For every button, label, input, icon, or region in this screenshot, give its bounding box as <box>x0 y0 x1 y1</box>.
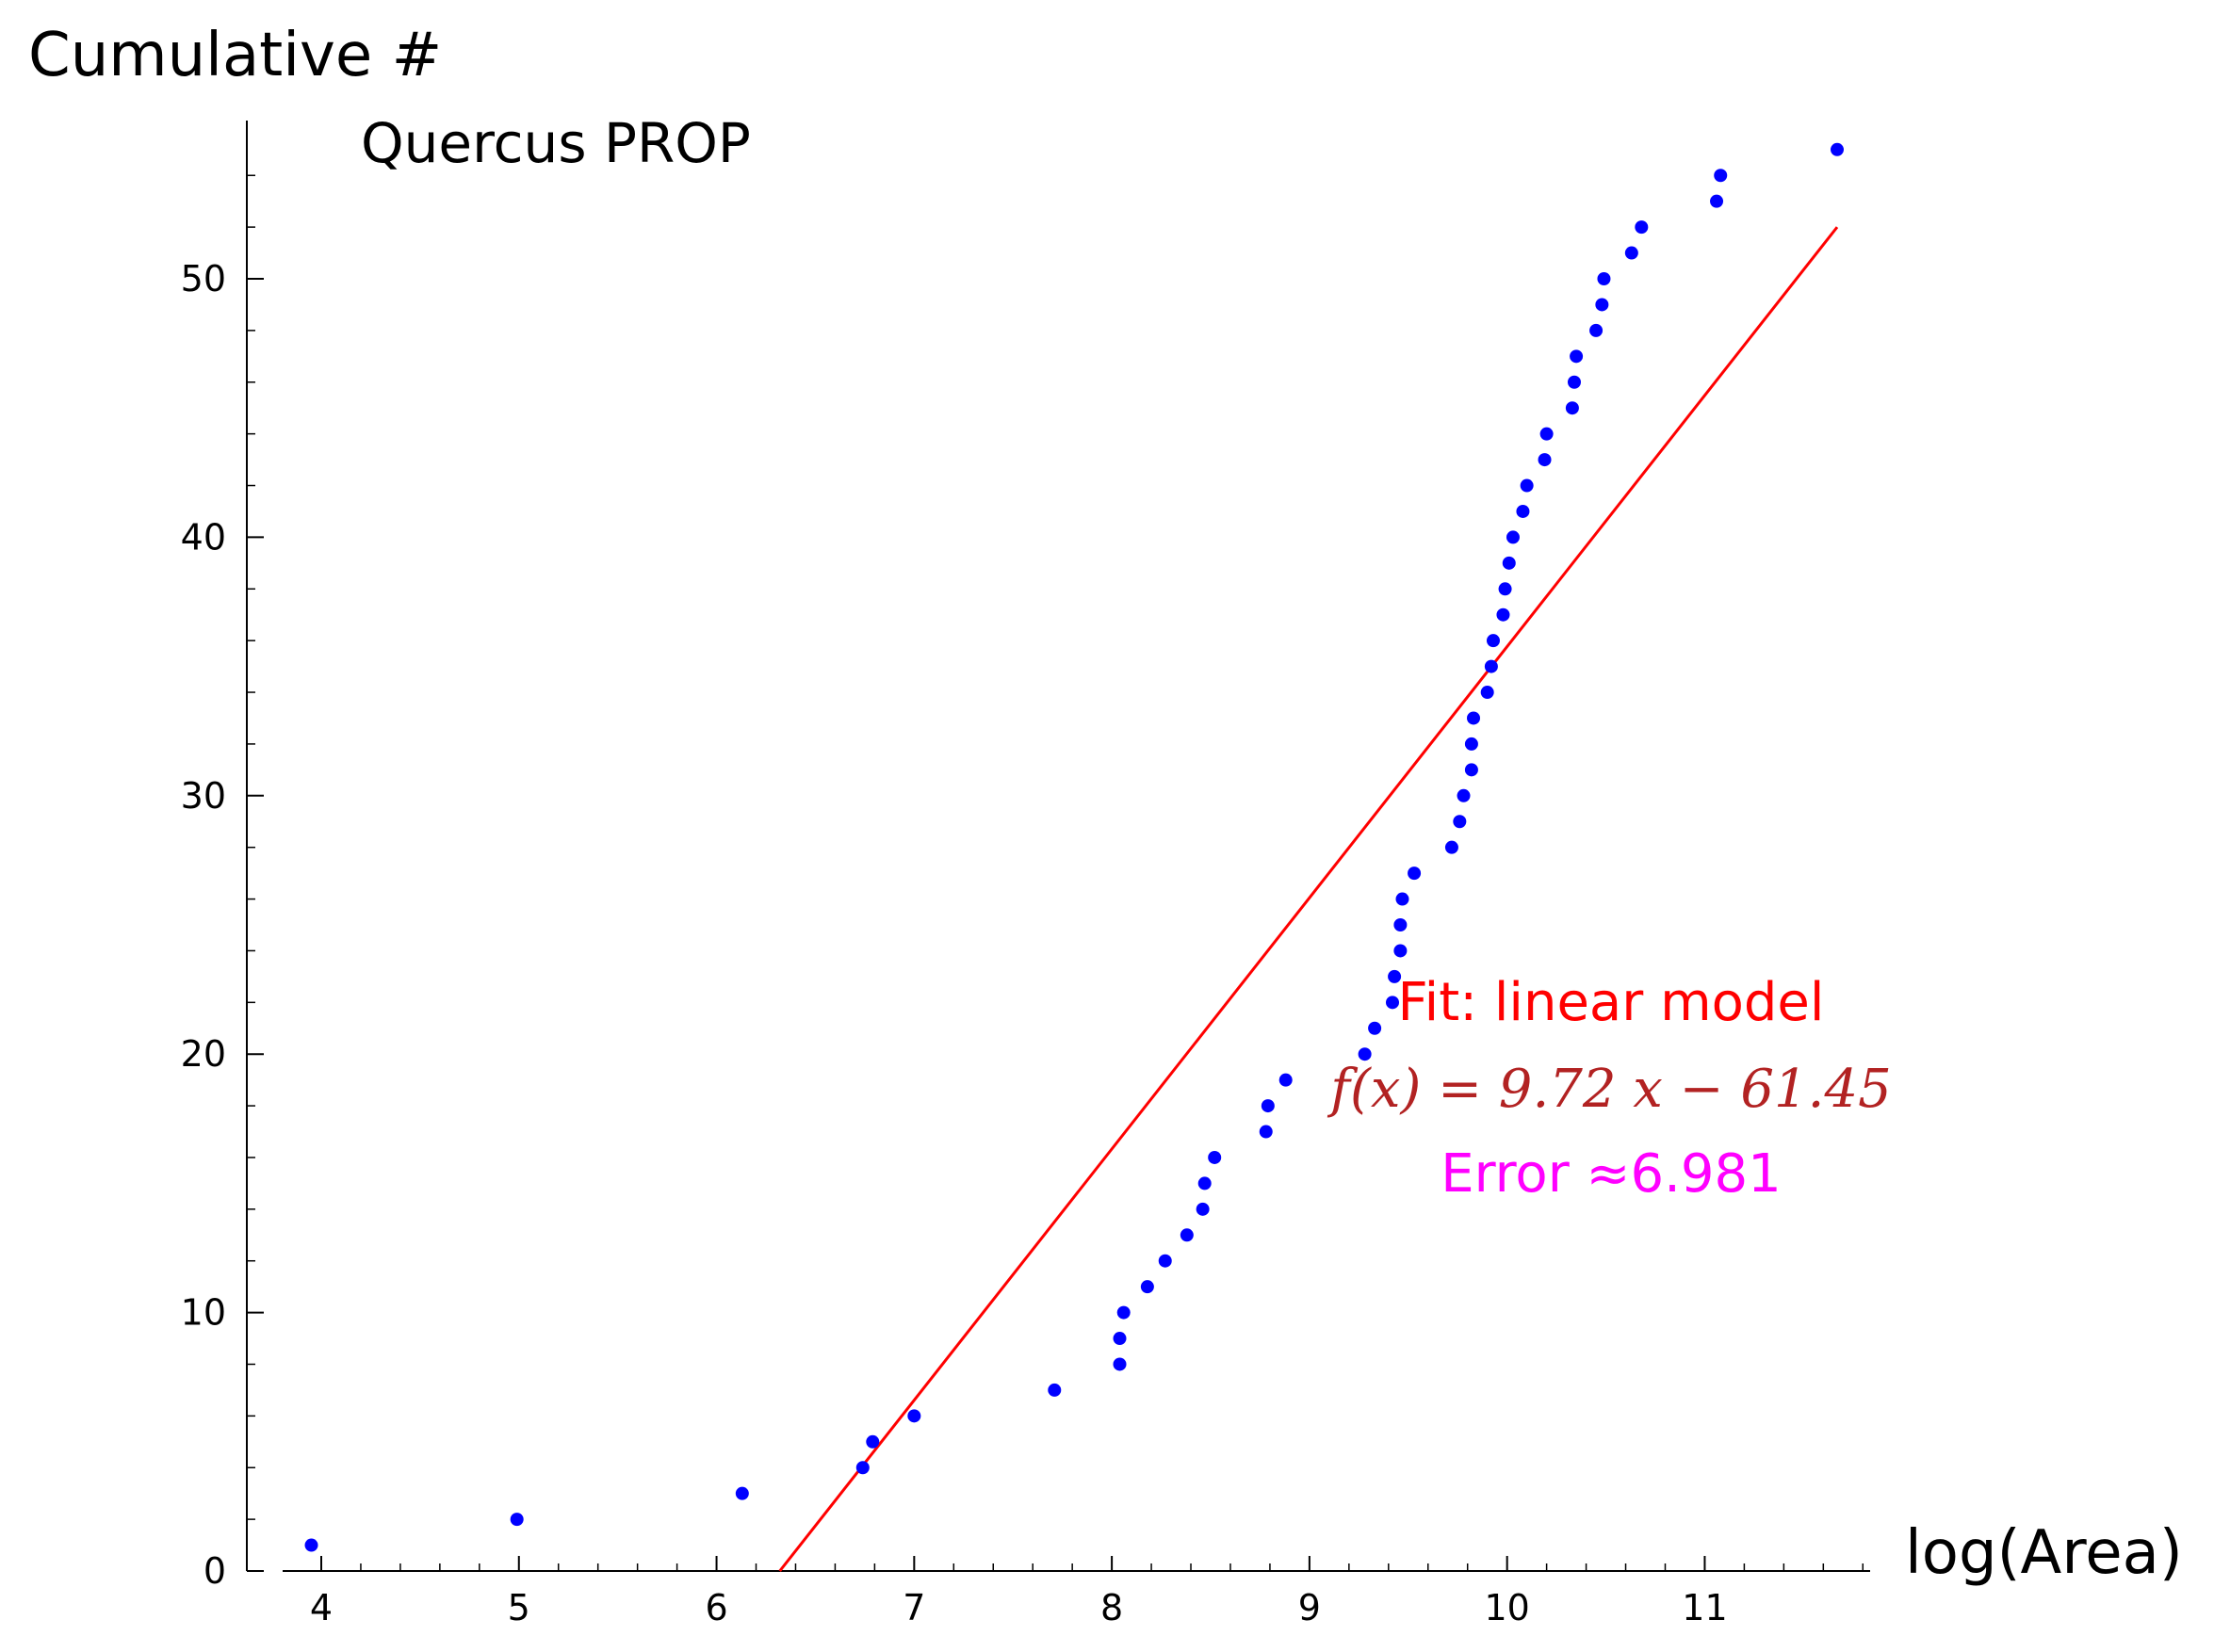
data-point <box>1565 401 1579 415</box>
data-point <box>1358 1047 1372 1061</box>
data-point <box>1467 711 1481 725</box>
x-tick-label: 7 <box>903 1587 925 1628</box>
data-point <box>1140 1280 1154 1294</box>
data-point <box>1196 1202 1210 1216</box>
x-tick-label: 9 <box>1298 1587 1321 1628</box>
data-point <box>1539 427 1554 441</box>
data-point <box>1567 375 1581 389</box>
data-point <box>1368 1021 1382 1035</box>
data-point <box>1385 996 1399 1010</box>
data-point <box>1635 220 1649 235</box>
axes: 4 5 6 7 8 9 10 11 0 10 20 30 40 50 <box>181 121 1870 1628</box>
y-tick-label: 30 <box>181 775 226 817</box>
fit-line <box>778 226 1839 1572</box>
data-point <box>1484 659 1498 673</box>
data-point <box>1158 1254 1172 1268</box>
data-point <box>1395 892 1409 906</box>
data-point <box>1116 1305 1131 1320</box>
data-point <box>1048 1383 1062 1397</box>
data-point <box>1453 815 1467 829</box>
data-point <box>1506 530 1520 544</box>
data-point <box>1208 1150 1222 1164</box>
data-point <box>1464 763 1478 777</box>
data-point <box>907 1409 921 1423</box>
data-point <box>1502 556 1516 570</box>
data-point <box>1113 1357 1127 1371</box>
y-tick-label: 50 <box>181 258 226 300</box>
data-point <box>1597 272 1611 285</box>
data-point <box>1444 840 1458 854</box>
data-point <box>1486 634 1500 648</box>
data-point <box>1388 969 1402 983</box>
x-tick-label: 5 <box>508 1587 530 1628</box>
data-point <box>1589 323 1604 337</box>
points-group <box>304 142 1844 1552</box>
data-point <box>1570 349 1584 364</box>
data-point <box>1261 1099 1275 1113</box>
x-tick-label: 6 <box>705 1587 727 1628</box>
data-point <box>1714 169 1728 183</box>
y-axis-label: Cumulative # <box>28 21 442 90</box>
data-point <box>1496 607 1510 622</box>
data-point <box>735 1486 749 1500</box>
data-point <box>1710 194 1724 208</box>
data-point <box>855 1461 870 1475</box>
x-tick-label: 4 <box>310 1587 333 1628</box>
data-point <box>1538 453 1552 467</box>
fit-error: Error ≈6.981 <box>1441 1143 1782 1205</box>
chart-title: Quercus PROP <box>361 111 751 175</box>
y-tick-label: 20 <box>181 1033 226 1075</box>
data-point <box>510 1513 524 1527</box>
data-point <box>866 1434 880 1449</box>
data-point <box>1457 788 1471 802</box>
data-point <box>1464 737 1478 751</box>
data-point <box>1393 918 1408 931</box>
fit-line-group <box>778 226 1839 1572</box>
data-point <box>1516 504 1530 518</box>
data-point <box>1197 1176 1212 1190</box>
data-point <box>1180 1228 1194 1242</box>
data-point <box>1624 246 1638 260</box>
data-point <box>1393 944 1408 958</box>
data-point <box>1259 1125 1273 1139</box>
x-axis-label: log(Area) <box>1905 1518 2183 1588</box>
data-point <box>304 1538 318 1552</box>
data-point <box>1408 866 1422 881</box>
data-point <box>1831 142 1844 156</box>
data-point <box>1113 1332 1127 1346</box>
x-tick-label: 11 <box>1682 1587 1727 1628</box>
x-tick-label: 10 <box>1484 1587 1529 1628</box>
data-point <box>1520 478 1534 493</box>
fit-equation: f(x) = 9.72 x − 61.45 <box>1327 1059 1891 1120</box>
data-point <box>1498 582 1512 596</box>
x-tick-label: 8 <box>1100 1587 1123 1628</box>
y-tick-label: 0 <box>203 1550 226 1592</box>
data-point <box>1278 1073 1293 1087</box>
y-tick-label: 40 <box>181 516 226 558</box>
data-point <box>1480 686 1494 700</box>
data-point <box>1595 298 1609 312</box>
y-tick-label: 10 <box>181 1292 226 1334</box>
fit-label: Fit: linear model <box>1398 972 1825 1033</box>
